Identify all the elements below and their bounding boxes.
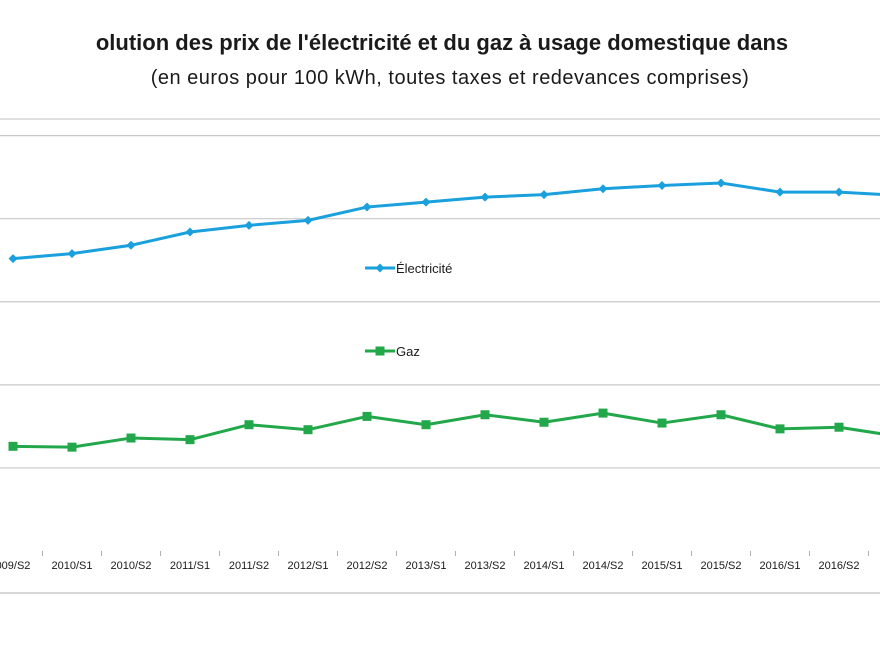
data-point-0-4 — [244, 220, 254, 230]
series-line-1 — [12, 411, 880, 449]
data-point-0-3 — [185, 227, 195, 237]
chart-subtitle: (en euros pour 100 kWh, toutes taxes et … — [150, 67, 750, 89]
data-point-0-10 — [598, 184, 608, 194]
legend-marker-0 — [375, 263, 385, 273]
legend: Électricité Gaz — [365, 261, 452, 359]
series-lines — [8, 178, 880, 452]
series-line-0 — [12, 181, 880, 261]
data-point-0-6 — [362, 202, 372, 212]
data-point-0-13 — [775, 187, 785, 197]
data-point-1-12 — [716, 410, 726, 420]
x-tick-label-5: 2012/S1 — [288, 560, 329, 572]
data-point-1-10 — [598, 408, 608, 418]
x-axis: 009/S2 2010/S1 2010/S2 2011/S1 2011/S2 2012/S… — [0, 551, 880, 594]
legend-item-1: Gaz — [365, 344, 420, 359]
x-tick-label-6: 2012/S2 — [347, 560, 388, 572]
legend-label-1: Gaz — [396, 344, 420, 359]
x-tick-label-10: 2014/S2 — [583, 560, 624, 572]
data-point-1-2 — [126, 433, 136, 443]
data-point-1-6 — [362, 411, 372, 421]
x-tick-label-7: 2013/S1 — [406, 560, 447, 572]
data-point-0-9 — [539, 190, 549, 200]
gridlines — [0, 118, 880, 469]
data-point-0-2 — [126, 240, 136, 250]
data-point-0-1 — [67, 249, 77, 259]
data-point-1-13 — [775, 424, 785, 434]
series-0 — [8, 178, 880, 264]
x-tick-label-2: 2010/S2 — [111, 560, 152, 572]
data-point-0-14 — [834, 187, 844, 197]
data-point-0-0 — [8, 254, 18, 264]
data-point-1-5 — [303, 425, 313, 435]
data-point-1-14 — [834, 422, 844, 432]
legend-item-0: Électricité — [365, 261, 452, 276]
x-tick-label-1: 2010/S1 — [52, 560, 93, 572]
legend-label-0: Électricité — [396, 261, 452, 276]
data-point-1-9 — [539, 417, 549, 427]
legend-marker-1 — [375, 346, 385, 356]
data-point-0-8 — [480, 192, 490, 202]
data-point-1-0 — [8, 441, 18, 451]
x-tick-label-8: 2013/S2 — [465, 560, 506, 572]
series-1 — [8, 408, 880, 452]
x-tick-label-14: 2016/S2 — [819, 560, 860, 572]
x-tick-label-13: 2016/S1 — [760, 560, 801, 572]
data-point-0-12 — [716, 178, 726, 188]
x-tick-label-3: 2011/S1 — [170, 560, 210, 572]
data-point-1-3 — [185, 435, 195, 445]
x-tick-label-12: 2015/S2 — [701, 560, 742, 572]
x-tick-label-0: 009/S2 — [0, 560, 30, 572]
x-tick-label-4: 2011/S2 — [229, 560, 269, 572]
data-point-0-7 — [421, 197, 431, 207]
chart-title: olution des prix de l'électricité et du … — [95, 30, 789, 55]
x-tick-label-9: 2014/S1 — [524, 560, 565, 572]
data-point-1-1 — [67, 442, 77, 452]
data-point-1-7 — [421, 420, 431, 430]
data-point-1-11 — [657, 418, 667, 428]
data-point-1-4 — [244, 420, 254, 430]
data-point-1-8 — [480, 410, 490, 420]
data-point-0-11 — [657, 180, 667, 190]
x-tick-label-11: 2015/S1 — [642, 560, 683, 572]
data-point-0-5 — [303, 215, 313, 225]
